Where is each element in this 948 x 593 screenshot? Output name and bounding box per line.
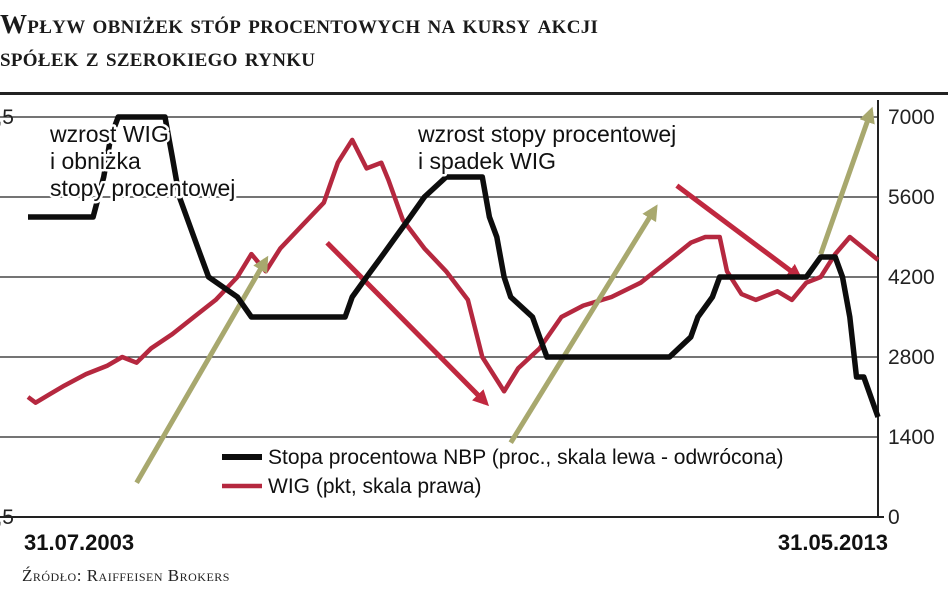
- rate-series-line: [28, 114, 881, 418]
- trend-arrow-green: [818, 106, 875, 255]
- y-right-tick-label: 0: [888, 506, 900, 529]
- y-right-tick-label: 1400: [888, 426, 935, 449]
- annotation-text: i spadek WIG: [418, 148, 556, 174]
- title-divider: [0, 92, 948, 95]
- trend-arrow-green: [134, 255, 269, 484]
- legend-label: WIG (pkt, skala prawa): [268, 475, 482, 498]
- y-left-tick-label: 1,5: [0, 506, 14, 529]
- y-right-tick-label: 2800: [888, 346, 935, 369]
- legend-label: Stopa procentowa NBP (proc., skala lewa …: [268, 446, 784, 469]
- y-right-tick-label: 7000: [888, 106, 935, 129]
- annotation-text: wzrost stopy procentowej: [417, 121, 676, 147]
- annotation-text: wzrost WIG: [49, 121, 169, 147]
- title-line-1: Wpływ obniżek stóp procentowych na kursy…: [0, 9, 599, 39]
- trend-arrow-green: [508, 204, 658, 445]
- title-line-2: spółek z szerokiego rynku: [0, 42, 316, 72]
- chart-title: Wpływ obniżek stóp procentowych na kursy…: [0, 8, 948, 74]
- y-right-tick-label: 4200: [888, 266, 935, 289]
- wig-series-line: [26, 137, 880, 405]
- y-left-tick-label: 6,5: [0, 106, 14, 129]
- x-tick-label: 31.07.2003: [24, 530, 134, 555]
- annotation-text: i obniżka: [50, 148, 141, 174]
- y-right-tick-label: 5600: [888, 186, 935, 209]
- trend-arrow-red: [325, 240, 490, 407]
- annotation-text: stopy procentowej: [50, 175, 235, 201]
- trend-arrow-red: [675, 183, 803, 280]
- source-note: Źródło: Raiffeisen Brokers: [22, 566, 230, 585]
- x-tick-label: 31.05.2013: [778, 530, 888, 555]
